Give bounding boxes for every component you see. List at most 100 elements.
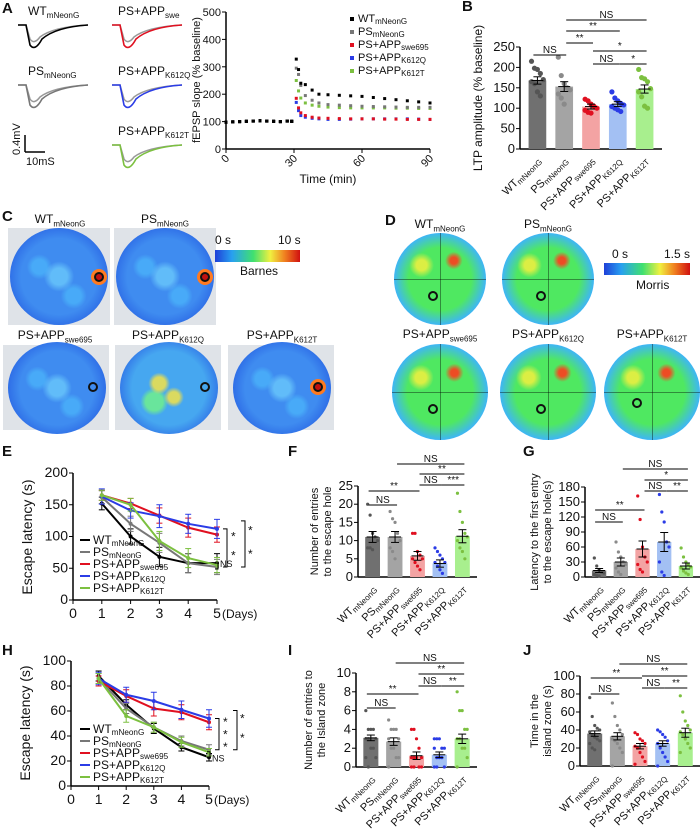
bar <box>635 89 654 149</box>
data-point <box>265 119 269 123</box>
data-point <box>595 726 599 730</box>
bar <box>657 542 672 577</box>
y-tick-label: 200 <box>493 59 515 74</box>
data-point <box>592 556 596 560</box>
data-point <box>534 89 541 95</box>
data-point <box>590 746 594 750</box>
significance-label: * <box>618 41 622 52</box>
data-point <box>610 737 614 741</box>
data-point <box>413 531 417 535</box>
significance-label: * <box>248 524 253 538</box>
data-point <box>383 117 387 121</box>
heatmap-label: PS+APPK612T <box>246 328 318 345</box>
data-point <box>303 115 307 119</box>
data-point <box>244 119 248 123</box>
data-point <box>374 756 378 760</box>
bar <box>454 738 470 767</box>
significance-label: NS <box>374 698 388 709</box>
data-point <box>310 88 314 92</box>
legend-entry: PSmNeonG <box>93 734 142 749</box>
data-point <box>360 94 364 98</box>
x-tick-label: 5 <box>213 605 221 621</box>
data-point <box>294 66 298 70</box>
data-point <box>215 526 219 531</box>
chart-g: 0306090120150180WTmNeonGPSmNeonGPS+APPsw… <box>529 459 700 641</box>
data-point <box>662 520 666 524</box>
data-point <box>366 502 370 506</box>
y-axis-label: Escape latency (s) <box>17 665 33 780</box>
data-point <box>387 737 391 741</box>
data-point <box>455 765 459 769</box>
data-point <box>681 732 685 737</box>
chart-h: 0 20 40 60 80 100 0 1 2 3 4 5 (Days) Escape latency (… <box>17 652 249 807</box>
data-point <box>588 741 592 746</box>
y-tick-label: 0 <box>346 569 353 584</box>
data-point <box>678 694 682 698</box>
data-point <box>157 554 162 559</box>
significance-label: ** <box>437 664 445 675</box>
data-point <box>686 572 690 577</box>
data-point <box>621 102 627 108</box>
y-axis-label: Latency to the first entry <box>529 473 541 591</box>
data-point <box>636 66 642 73</box>
data-point <box>317 101 321 105</box>
data-point <box>394 727 398 732</box>
data-point <box>294 100 298 104</box>
x-tick-label: 0 <box>69 605 77 621</box>
data-point <box>410 557 415 561</box>
data-point <box>458 509 462 514</box>
chart-i: 0246810WTmNeonGPSmNeonGPS+APPswe695PS+AP… <box>303 653 477 831</box>
data-point <box>614 566 618 570</box>
category-label: WTmNeonG <box>562 583 606 627</box>
x-unit-label: (Days) <box>222 607 257 621</box>
data-point <box>639 94 645 100</box>
heatmap-label: PS+APPswe695 <box>402 327 478 344</box>
data-point <box>290 119 294 123</box>
y-tick-label: 400 <box>203 34 221 46</box>
data-point <box>409 765 414 769</box>
data-point <box>683 737 687 741</box>
y-tick-label: 150 <box>45 496 69 512</box>
data-point <box>458 546 462 550</box>
data-point <box>326 103 330 107</box>
data-point <box>555 91 561 97</box>
y-tick-label: 0 <box>58 777 66 793</box>
data-point <box>397 737 401 741</box>
legend-marker <box>350 56 354 60</box>
data-point <box>616 550 621 554</box>
barnes-heatmap-ps <box>116 228 214 325</box>
data-point <box>644 105 651 111</box>
legend-entry: WTmNeonG <box>358 13 407 26</box>
data-point <box>633 731 637 735</box>
x-tick-label: 5 <box>205 791 213 807</box>
significance-label: * <box>631 54 635 65</box>
escape-hole-target <box>94 272 104 282</box>
significance-label: ** <box>589 21 597 32</box>
data-point <box>638 750 642 755</box>
data-point <box>317 116 321 120</box>
data-point <box>420 557 425 561</box>
data-point <box>658 730 662 734</box>
bar <box>363 737 379 767</box>
barnes-color-scale <box>215 250 300 262</box>
y-tick-label: 80 <box>561 686 575 701</box>
y-tick-label: 10 <box>337 665 351 680</box>
bar <box>677 732 693 766</box>
data-point <box>463 557 467 561</box>
data-point <box>590 714 594 719</box>
y-tick-label: 60 <box>566 539 580 554</box>
significance-label: NS <box>423 653 437 664</box>
significance-label: NS <box>424 454 438 465</box>
data-point <box>442 746 446 750</box>
trace-label: PS+APPswe <box>118 4 180 20</box>
data-point <box>294 57 298 61</box>
data-point <box>251 119 255 123</box>
y-tick-label: 20 <box>339 496 353 511</box>
scale-max-label: 10 s <box>278 233 301 247</box>
significance-bracket <box>241 520 246 568</box>
data-point <box>656 764 660 768</box>
data-point <box>389 746 393 750</box>
data-point <box>610 701 614 705</box>
y-tick-label: 0 <box>215 144 221 156</box>
